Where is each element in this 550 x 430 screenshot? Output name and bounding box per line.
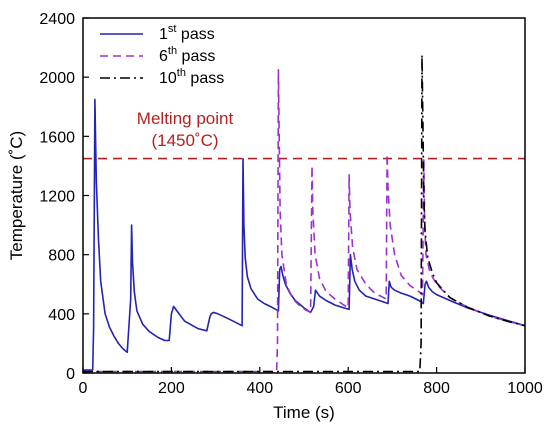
legend-label-3: 10th pass	[159, 67, 224, 87]
y-tick-label: 0	[66, 366, 75, 383]
x-tick-label: 0	[79, 380, 88, 397]
series-line-2	[83, 69, 526, 373]
x-tick-label: 800	[423, 380, 450, 397]
x-tick-label: 1000	[507, 380, 543, 397]
legend-label-1: 1st pass	[159, 23, 215, 43]
x-tick-label: 600	[335, 380, 362, 397]
y-tick-label: 400	[48, 307, 75, 324]
y-axis-title: Temperature (˚C)	[7, 131, 26, 260]
x-tick-label: 400	[246, 380, 273, 397]
series-line-3	[83, 54, 526, 373]
melting-point-value-label: (1450˚C)	[151, 131, 218, 150]
y-tick-label: 800	[48, 248, 75, 265]
y-tick-label: 1600	[39, 129, 75, 146]
series-line-1	[83, 98, 526, 371]
x-axis-title: Time (s)	[273, 403, 335, 422]
x-tick-label: 200	[158, 380, 185, 397]
y-tick-label: 2000	[39, 70, 75, 87]
melting-point-label: Melting point	[137, 109, 234, 128]
y-tick-label: 1200	[39, 189, 75, 206]
axes-layer: 0 200 400 600 800 1000 0 400 800 1200 1600 2000 2400	[39, 11, 542, 397]
series-layer	[83, 54, 526, 373]
legend-label-2: 6th pass	[159, 45, 215, 65]
y-tick-label: 2400	[39, 11, 75, 28]
